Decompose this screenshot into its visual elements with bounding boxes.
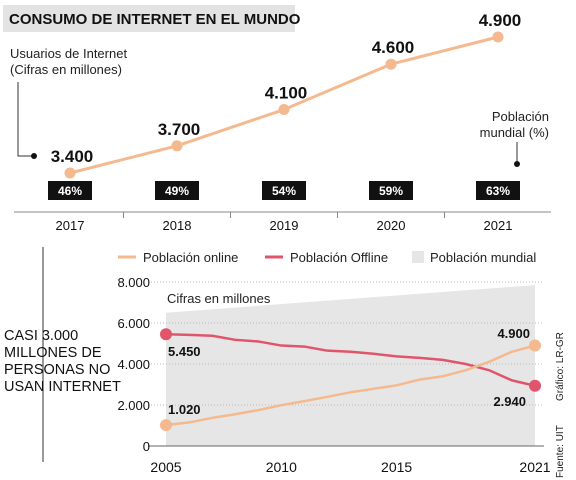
chart-title: CONSUMO DE INTERNET EN EL MUNDO <box>9 11 301 28</box>
top-x-tick-2018: 2018 <box>163 218 192 233</box>
pct-label-2020: 59% <box>379 184 403 198</box>
legend-label-offline: Población Offline <box>290 250 388 265</box>
label-offline-start: 5.450 <box>168 344 201 359</box>
y-tick-0: 0 <box>143 439 150 454</box>
side-text-line-2: MILLONES DE <box>4 345 102 361</box>
ylabel-leader-dot <box>31 153 37 159</box>
credit-source: Fuente: UIT <box>555 425 566 478</box>
ylabel-leader-line <box>17 82 32 157</box>
credit-graphic: Gráfico: LR-GR <box>555 332 566 401</box>
pct-label-2017: 46% <box>58 184 82 198</box>
top-x-tick-2019: 2019 <box>270 218 299 233</box>
mundial-area <box>166 285 535 446</box>
label-online-end: 4.900 <box>497 326 530 341</box>
usuarios-point-2021 <box>492 31 504 43</box>
offline-start-point <box>160 328 172 341</box>
x-tick-2021: 2021 <box>519 459 550 475</box>
side-text-line-4: USAN INTERNET <box>4 379 121 395</box>
secondary-leader-dot <box>514 161 520 167</box>
legend-label-mundial: Población mundial <box>430 250 536 265</box>
side-text-line-3: PERSONAS NO <box>4 362 110 378</box>
side-text-line-1: CASI 3.000 <box>4 328 78 344</box>
pct-badge-2019 <box>262 181 306 200</box>
offline-end-point <box>529 379 541 392</box>
top-x-tick-2021: 2021 <box>484 218 513 233</box>
online-start-point <box>160 419 172 432</box>
online-end-point <box>529 339 541 352</box>
usuarios-point-2020 <box>385 58 397 70</box>
usuarios-value-label-2019: 4.100 <box>265 84 308 103</box>
pct-label-2021: 63% <box>486 184 510 198</box>
online-series-line <box>165 344 536 427</box>
offline-series-line <box>165 333 536 387</box>
usuarios-point-2018 <box>171 140 183 152</box>
pct-badge-2020 <box>369 181 413 200</box>
usuarios-value-label-2020: 4.600 <box>372 38 415 57</box>
y-tick-6000: 6.000 <box>117 316 150 331</box>
pct-label-2018: 49% <box>165 184 189 198</box>
usuarios-value-label-2017: 3.400 <box>51 147 94 166</box>
note-cifras: Cifras en millones <box>167 291 271 306</box>
ylabel-line-1: Usuarios de Internet <box>10 46 127 61</box>
x-tick-2010: 2010 <box>266 459 297 475</box>
pct-badge-2017 <box>48 181 92 200</box>
y-tick-2000: 2.000 <box>117 398 150 413</box>
x-tick-2005: 2005 <box>150 459 181 475</box>
usuarios-value-label-2018: 3.700 <box>158 120 201 139</box>
label-offline-end: 2.940 <box>493 394 526 409</box>
top-x-tick-2020: 2020 <box>377 218 406 233</box>
x-tick-2015: 2015 <box>381 459 412 475</box>
secondary-label-line-2: mundial (%) <box>480 125 549 140</box>
legend-label-online: Población online <box>143 250 238 265</box>
secondary-label-line-1: Población <box>492 109 549 124</box>
pct-label-2019: 54% <box>272 184 296 198</box>
ylabel-line-2: (Cifras en millones) <box>10 62 122 77</box>
pct-badge-2021 <box>476 181 520 200</box>
usuarios-value-label-2021: 4.900 <box>479 11 522 30</box>
usuarios-point-2017 <box>64 167 76 179</box>
y-tick-8000: 8.000 <box>117 275 150 290</box>
label-online-start: 1.020 <box>168 402 201 417</box>
legend-swatch-mundial <box>412 251 424 263</box>
title-background <box>3 5 295 32</box>
pct-badge-2018 <box>155 181 199 200</box>
y-tick-4000: 4.000 <box>117 357 150 372</box>
usuarios-point-2019 <box>278 104 290 116</box>
top-x-tick-2017: 2017 <box>56 218 85 233</box>
